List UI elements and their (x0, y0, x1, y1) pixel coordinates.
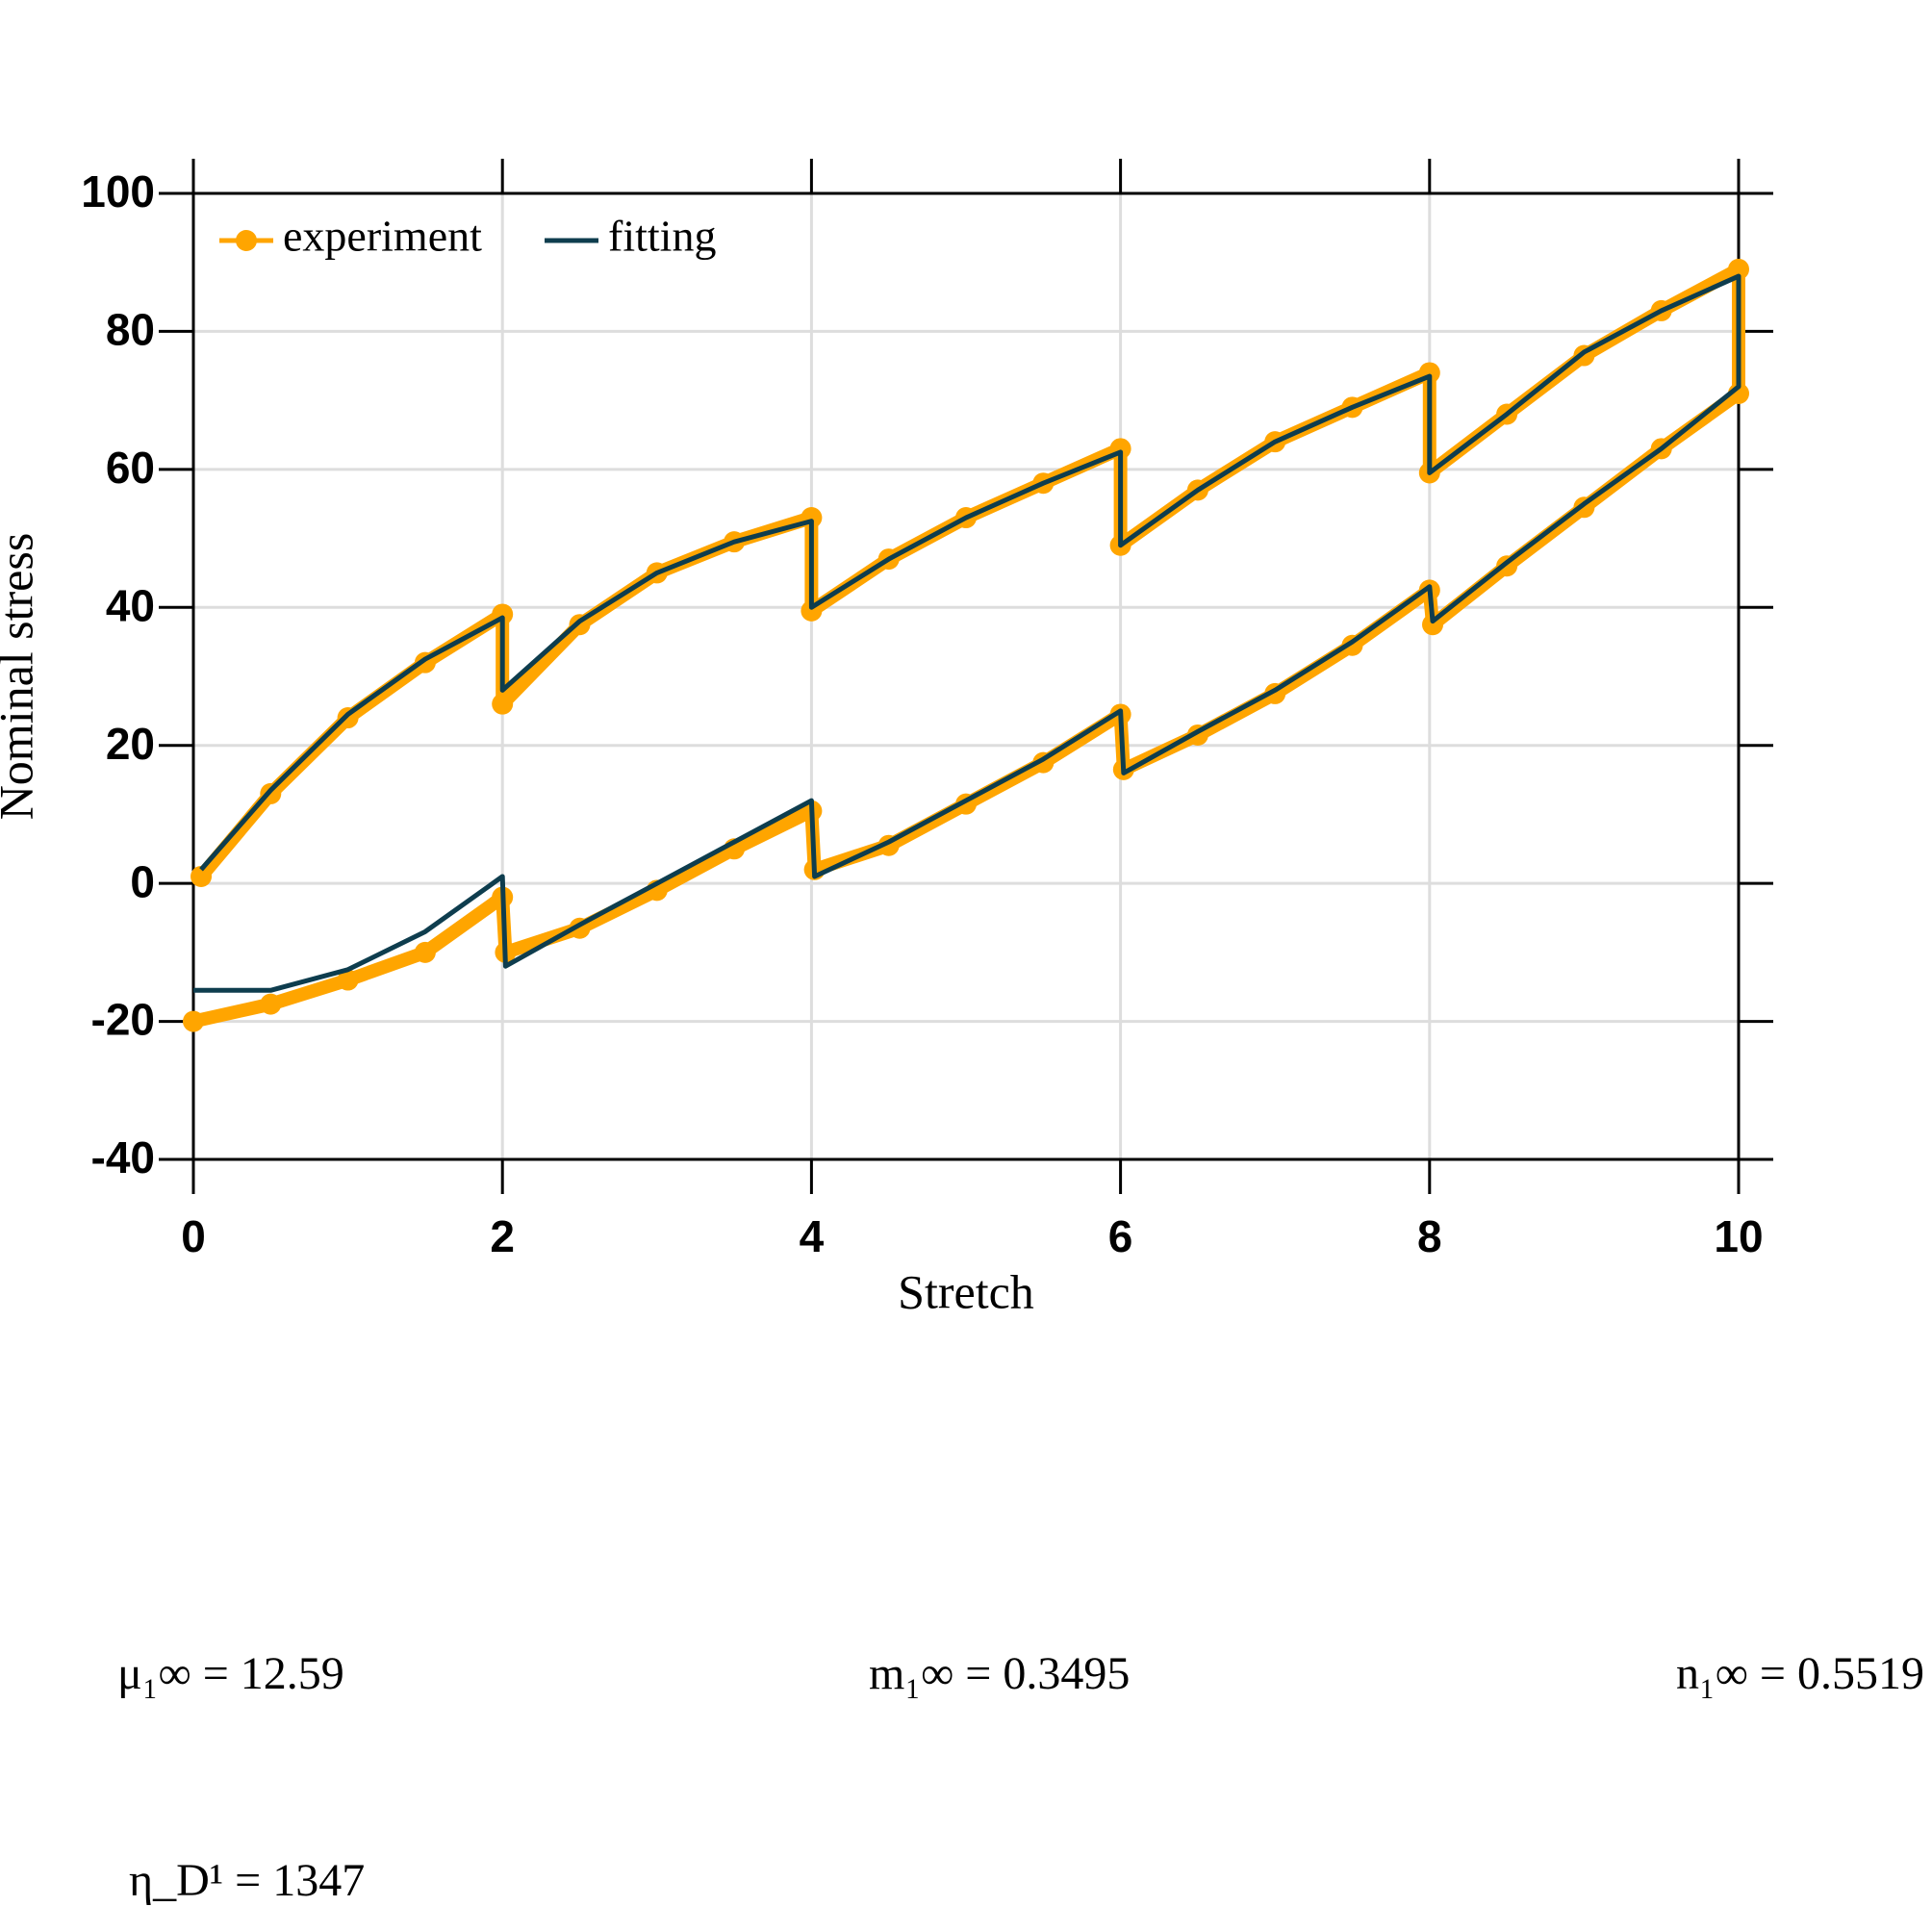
y-tick-label: 40 (106, 580, 155, 630)
x-tick-label: 8 (1417, 1211, 1442, 1261)
y-tick-label: 60 (106, 443, 155, 493)
y-tick-label: 80 (106, 305, 155, 355)
data-point (492, 693, 514, 715)
annotation: η_D¹ = 1347 (129, 1855, 365, 1906)
y-tick-label: -40 (91, 1132, 155, 1182)
x-tick-label: 0 (181, 1211, 206, 1261)
data-point (191, 865, 213, 887)
series-line (191, 262, 1745, 1029)
annotation: μ₁∞ = 12.59 (117, 1648, 344, 1699)
data-point (260, 993, 282, 1015)
y-tick-label: 100 (81, 166, 155, 216)
x-axis-label: Stretch (898, 1264, 1034, 1318)
legend-label: experiment (283, 212, 482, 261)
legend-marker (236, 230, 257, 251)
data-point (183, 1010, 204, 1032)
y-tick-label: 0 (130, 856, 155, 906)
data-point (337, 969, 359, 991)
x-tick-label: 6 (1108, 1211, 1133, 1261)
y-tick-label: -20 (91, 995, 155, 1045)
y-tick-label: 20 (106, 719, 155, 769)
legend-label: fitting (608, 212, 716, 261)
x-tick-label: 10 (1714, 1211, 1763, 1261)
y-axis-label: Nominal stress (0, 533, 42, 821)
data-point (1728, 258, 1749, 280)
series-line (193, 273, 1741, 993)
plot-frame (191, 191, 1741, 1161)
x-tick-label: 4 (800, 1211, 825, 1261)
x-tick-label: 2 (490, 1211, 515, 1261)
data-point (414, 941, 436, 963)
annotation: m₁∞ = 0.3495 (869, 1648, 1130, 1699)
annotation: n₁∞ = 0.5519 (1676, 1648, 1924, 1699)
